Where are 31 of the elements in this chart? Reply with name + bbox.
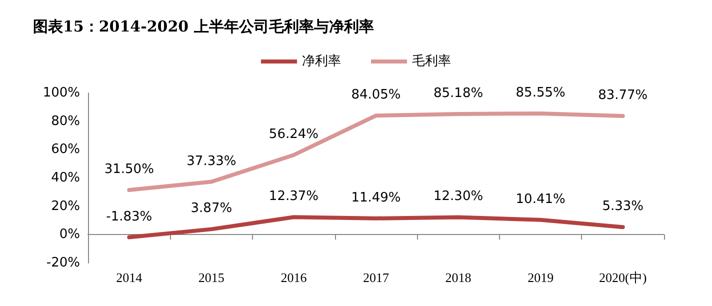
x-tick-label: 2017 [363, 270, 390, 285]
data-label: 11.49% [351, 190, 401, 206]
data-label: 12.37% [268, 189, 319, 204]
x-tick-label: 2015 [198, 270, 224, 285]
data-label: 83.77% [598, 88, 648, 103]
y-tick-label: 0% [59, 227, 80, 242]
x-tick-label: 2014 [116, 270, 143, 285]
data-label: 85.55% [516, 85, 566, 100]
data-label: 84.05% [351, 88, 401, 103]
data-label: 85.18% [433, 86, 484, 101]
y-tick-label: 40% [51, 170, 80, 186]
data-label: 56.24% [268, 126, 319, 142]
y-tick-label: 20% [51, 198, 80, 214]
data-label: 3.87% [190, 201, 232, 216]
y-tick-label: 60% [51, 142, 80, 158]
x-tick-label: 2020(中) [599, 270, 647, 285]
x-tick-label: 2018 [445, 270, 472, 285]
data-label: 31.50% [104, 162, 154, 178]
data-label: 10.41% [516, 192, 566, 207]
legend-label: 净利率 [302, 53, 341, 69]
chart-title: 图表15：2014-2020 上半年公司毛利率与净利率 [33, 18, 374, 36]
legend-label: 毛利率 [412, 53, 451, 69]
x-tick-label: 2019 [528, 270, 554, 285]
y-tick-label: -20% [46, 256, 80, 270]
y-tick-label: 80% [51, 114, 80, 129]
data-label: 37.33% [186, 154, 236, 169]
y-tick-label: 100% [42, 86, 80, 100]
data-label: -1.83% [106, 209, 152, 224]
x-tick-label: 2016 [280, 270, 308, 285]
data-label: 5.33% [602, 199, 644, 214]
data-label: 12.30% [433, 189, 484, 204]
